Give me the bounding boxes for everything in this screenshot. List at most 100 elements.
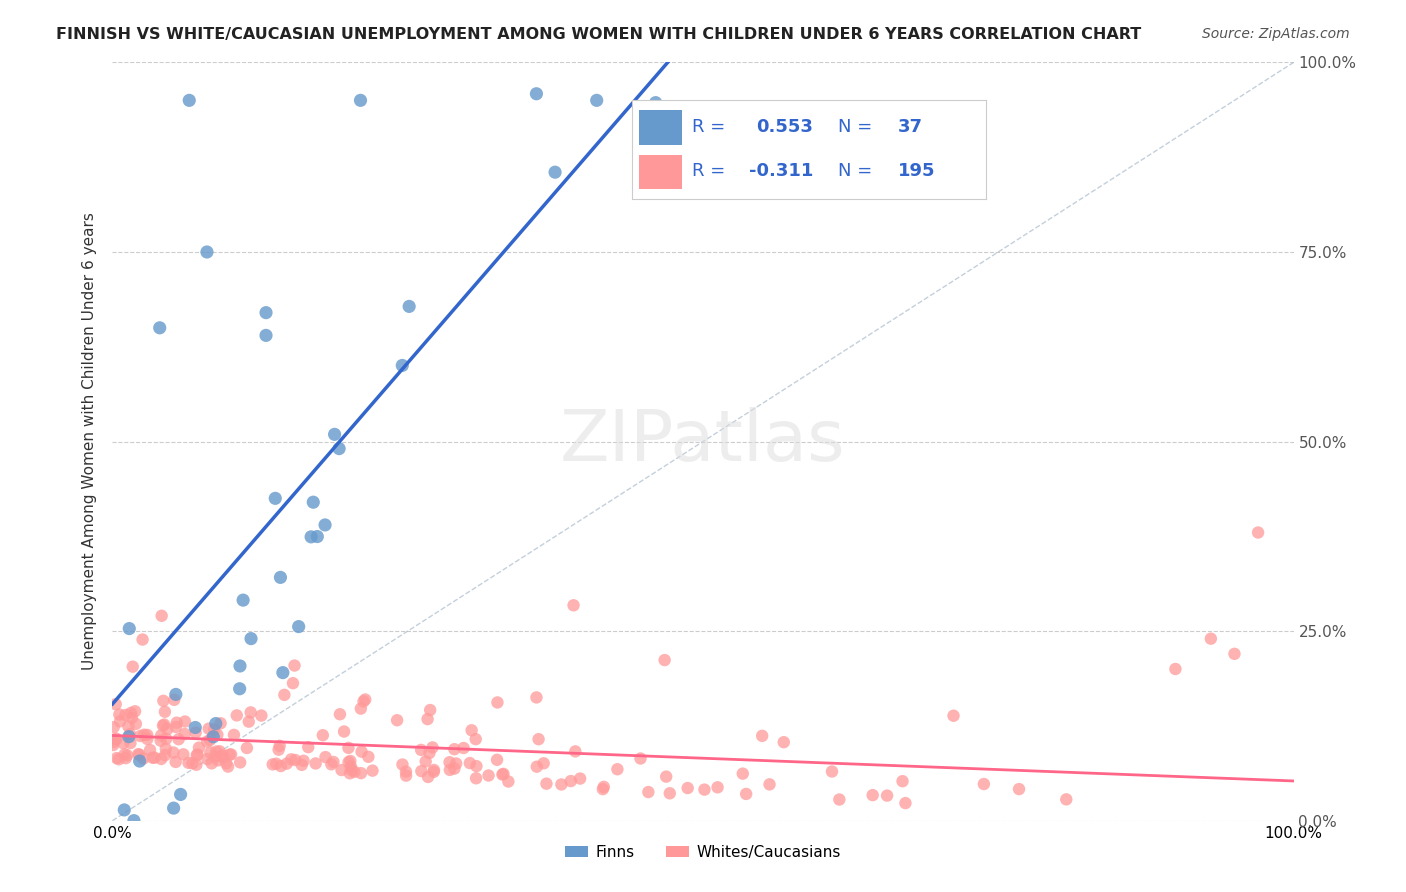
Point bbox=[731, 766, 754, 780]
Point bbox=[105, 751, 128, 765]
Point bbox=[395, 764, 418, 779]
Point bbox=[204, 716, 226, 731]
Point bbox=[217, 759, 239, 773]
Point bbox=[343, 764, 366, 779]
Point bbox=[236, 741, 259, 756]
Point bbox=[655, 770, 678, 784]
Point bbox=[239, 706, 262, 720]
Point bbox=[181, 756, 204, 771]
Point bbox=[200, 746, 222, 760]
Point bbox=[124, 704, 146, 718]
Point bbox=[465, 759, 488, 773]
Point bbox=[108, 752, 131, 766]
Point bbox=[150, 752, 173, 766]
Point bbox=[103, 735, 125, 749]
Point bbox=[238, 714, 260, 729]
Point bbox=[498, 774, 520, 789]
Point bbox=[120, 706, 142, 720]
Point bbox=[333, 724, 356, 739]
Point bbox=[264, 756, 287, 771]
Point bbox=[267, 742, 290, 756]
Point bbox=[592, 780, 614, 794]
Point bbox=[155, 741, 177, 756]
Point bbox=[385, 713, 408, 727]
Point bbox=[606, 762, 628, 776]
Point bbox=[153, 717, 176, 731]
Point bbox=[1247, 525, 1270, 540]
Point bbox=[112, 736, 135, 750]
Point bbox=[644, 95, 666, 110]
Point bbox=[207, 753, 229, 767]
Point bbox=[177, 756, 200, 770]
Point bbox=[108, 707, 131, 722]
Point bbox=[269, 739, 291, 753]
Point bbox=[152, 718, 174, 732]
Point bbox=[821, 764, 844, 779]
Point bbox=[132, 751, 155, 765]
Point bbox=[585, 94, 607, 108]
Point bbox=[149, 733, 172, 747]
Point bbox=[415, 755, 437, 769]
Point bbox=[212, 750, 235, 764]
Point bbox=[339, 754, 361, 768]
Point bbox=[169, 788, 191, 802]
Point bbox=[153, 705, 176, 719]
Point bbox=[894, 796, 917, 810]
Point bbox=[225, 708, 247, 723]
Point bbox=[1223, 647, 1246, 661]
Point bbox=[118, 622, 141, 636]
Point bbox=[422, 740, 444, 755]
Point bbox=[891, 774, 914, 789]
Point bbox=[314, 750, 336, 764]
Point bbox=[658, 786, 681, 800]
Point bbox=[337, 740, 360, 755]
Point bbox=[127, 747, 149, 762]
Point bbox=[254, 305, 277, 319]
Point bbox=[270, 759, 292, 773]
Point bbox=[492, 767, 515, 781]
Point bbox=[291, 757, 314, 772]
Point bbox=[162, 801, 184, 815]
Point bbox=[228, 681, 250, 696]
Point bbox=[186, 748, 208, 763]
Point bbox=[129, 729, 152, 743]
Point bbox=[526, 87, 548, 101]
Point bbox=[654, 653, 676, 667]
Point bbox=[264, 491, 287, 506]
Legend: Finns, Whites/Caucasians: Finns, Whites/Caucasians bbox=[560, 838, 846, 866]
Point bbox=[283, 658, 305, 673]
Point bbox=[128, 754, 150, 768]
Point bbox=[150, 728, 173, 742]
Point bbox=[271, 665, 294, 680]
Point bbox=[419, 703, 441, 717]
Point bbox=[179, 94, 201, 108]
Point bbox=[165, 720, 187, 734]
Text: ZIPatlas: ZIPatlas bbox=[560, 407, 846, 476]
Point bbox=[354, 692, 377, 706]
Text: Source: ZipAtlas.com: Source: ZipAtlas.com bbox=[1202, 27, 1350, 41]
Point bbox=[136, 728, 159, 742]
Point bbox=[163, 693, 186, 707]
Point bbox=[592, 782, 614, 797]
Point bbox=[167, 732, 190, 747]
Point bbox=[121, 659, 143, 673]
Point bbox=[172, 747, 194, 762]
Point bbox=[165, 755, 187, 769]
Point bbox=[165, 688, 187, 702]
Point bbox=[453, 741, 475, 756]
Point bbox=[122, 814, 145, 828]
Point bbox=[156, 722, 179, 736]
Point bbox=[349, 94, 371, 108]
Point bbox=[195, 244, 218, 259]
Point bbox=[103, 720, 125, 734]
Point bbox=[174, 714, 197, 729]
Point bbox=[115, 748, 138, 763]
Point bbox=[143, 750, 166, 764]
Point bbox=[1054, 792, 1077, 806]
Point bbox=[560, 774, 582, 789]
Point bbox=[533, 756, 555, 771]
Point bbox=[526, 759, 548, 773]
Point bbox=[112, 803, 135, 817]
Point bbox=[758, 777, 780, 791]
Y-axis label: Unemployment Among Women with Children Under 6 years: Unemployment Among Women with Children U… bbox=[82, 212, 97, 671]
